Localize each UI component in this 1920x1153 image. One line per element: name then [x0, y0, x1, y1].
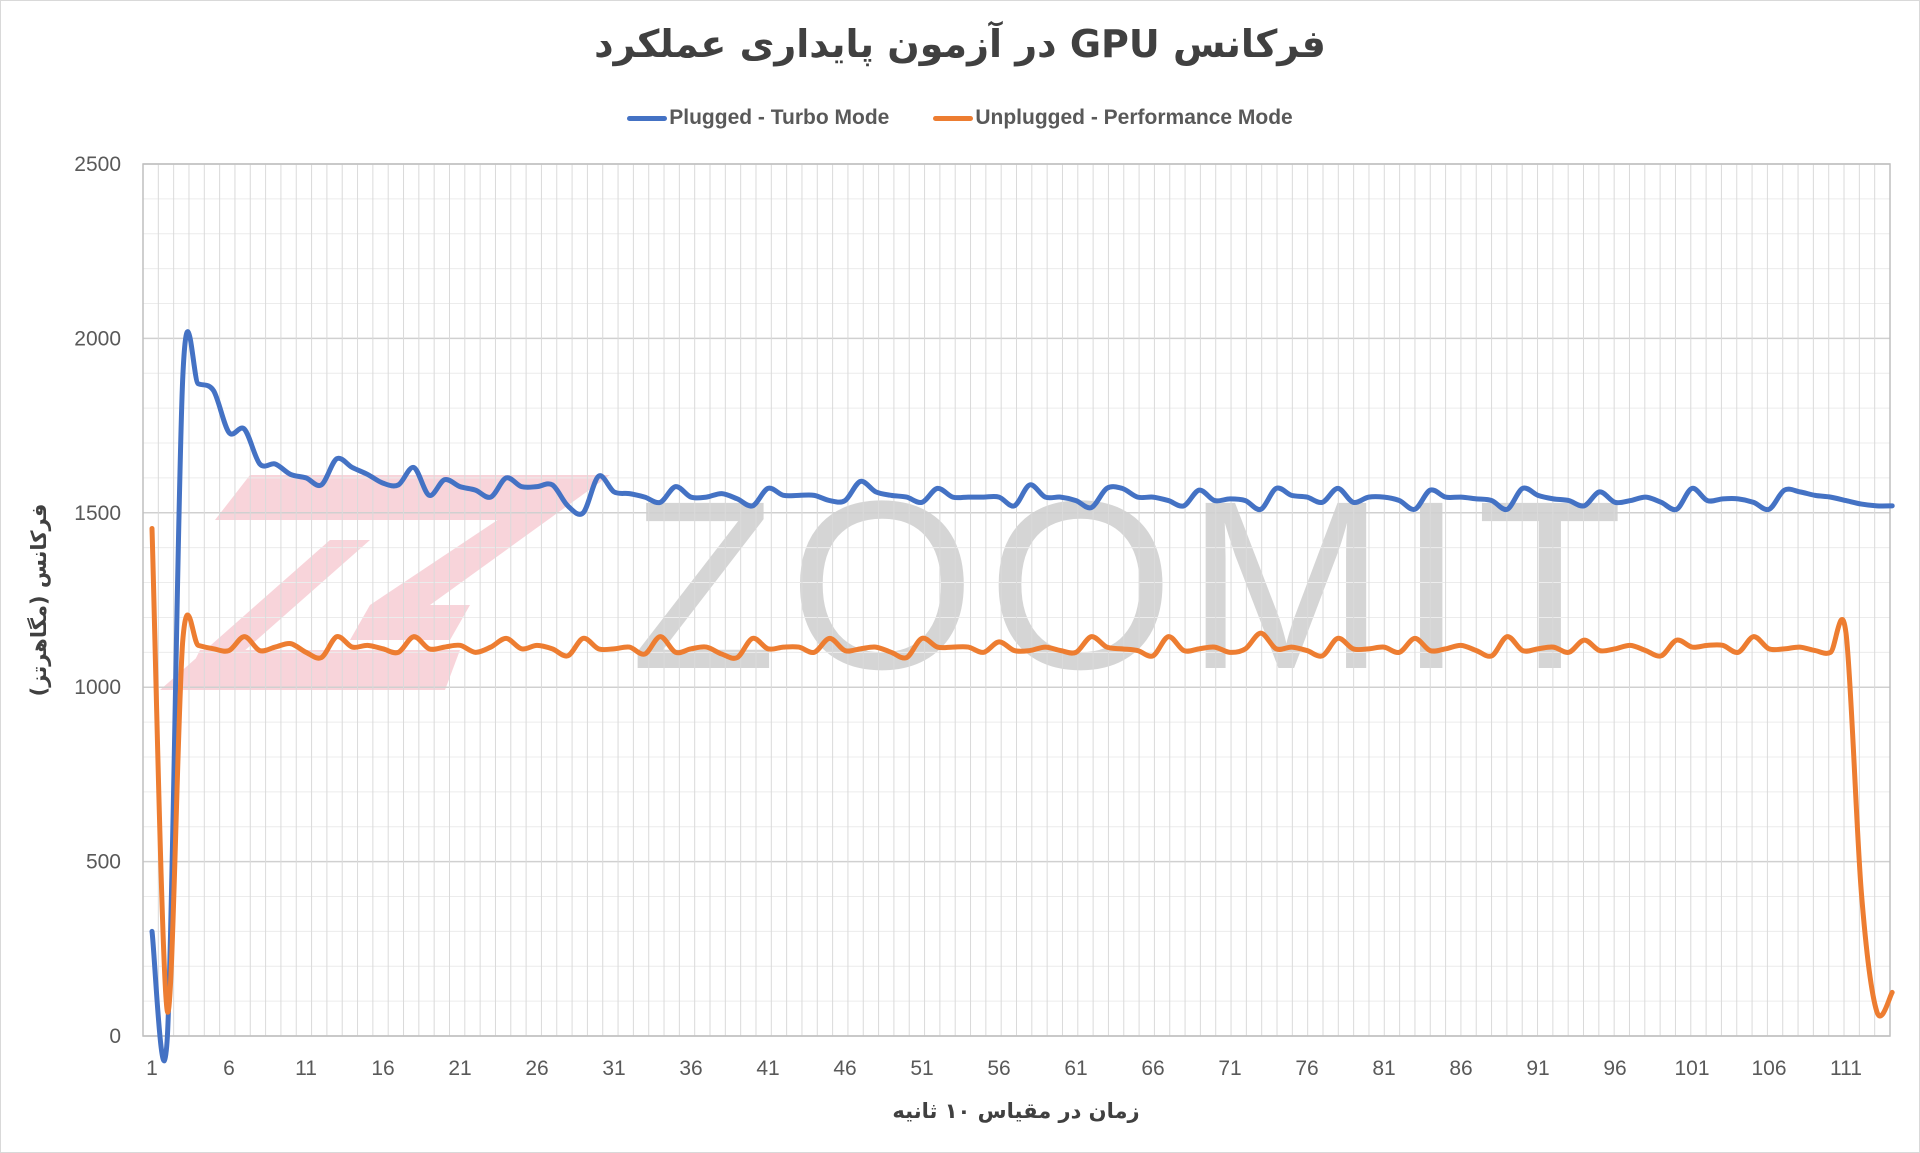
- svg-text:46: 46: [833, 1057, 856, 1080]
- svg-text:16: 16: [371, 1057, 394, 1080]
- legend-swatch-orange-icon: [933, 115, 974, 121]
- svg-text:106: 106: [1751, 1057, 1786, 1080]
- x-axis-title: زمان در مقیاس ۱۰ ثانیه: [892, 1099, 1139, 1123]
- svg-text:1000: 1000: [74, 676, 121, 699]
- svg-text:2500: 2500: [74, 153, 121, 176]
- svg-text:31: 31: [602, 1057, 625, 1080]
- svg-text:101: 101: [1674, 1057, 1709, 1080]
- svg-text:21: 21: [448, 1057, 471, 1080]
- svg-text:86: 86: [1449, 1057, 1472, 1080]
- svg-text:26: 26: [525, 1057, 548, 1080]
- svg-text:11: 11: [295, 1057, 317, 1080]
- legend-label-unplugged: Unplugged - Performance Mode: [975, 106, 1293, 129]
- svg-text:36: 36: [679, 1057, 702, 1080]
- svg-text:1500: 1500: [74, 502, 121, 525]
- svg-text:81: 81: [1372, 1057, 1395, 1080]
- legend-label-plugged: Plugged - Turbo Mode: [669, 106, 890, 129]
- svg-text:41: 41: [756, 1057, 779, 1080]
- legend: Plugged - Turbo Mode Unplugged - Perform…: [0, 106, 1920, 130]
- svg-text:66: 66: [1141, 1057, 1164, 1080]
- legend-swatch-blue-icon: [627, 115, 668, 121]
- y-axis-ticks: 0 500 1000 1500 2000 2500: [74, 153, 121, 1048]
- gridlines: [142, 163, 1891, 1037]
- svg-text:ZOOMIT: ZOOMIT: [630, 451, 1635, 719]
- svg-text:76: 76: [1295, 1057, 1318, 1080]
- x-axis-ticks: 1 6 11 16 21 26 31 36 41 46 51 56 61 66 71 76 81 86 91 96 10…: [146, 1057, 1862, 1080]
- series-lines: [149, 329, 1895, 1064]
- svg-text:61: 61: [1064, 1057, 1087, 1080]
- svg-text:51: 51: [910, 1057, 933, 1080]
- legend-item-unplugged[interactable]: Unplugged - Performance Mode: [933, 106, 1293, 130]
- svg-text:500: 500: [86, 851, 121, 874]
- svg-text:1: 1: [146, 1057, 158, 1080]
- svg-text:0: 0: [109, 1025, 121, 1048]
- legend-item-plugged[interactable]: Plugged - Turbo Mode: [627, 106, 889, 130]
- svg-text:56: 56: [987, 1057, 1010, 1080]
- chart-title: فرکانس GPU در آزمون پایداری عملکرد: [594, 22, 1326, 66]
- svg-text:2000: 2000: [74, 327, 121, 350]
- svg-text:111: 111: [1830, 1057, 1862, 1080]
- y-axis-title: فرکانس (مگاهرتز): [26, 504, 51, 697]
- svg-text:6: 6: [223, 1057, 235, 1080]
- svg-text:91: 91: [1526, 1057, 1549, 1080]
- svg-text:96: 96: [1603, 1057, 1626, 1080]
- zoomit-watermark: ZOOMIT: [160, 451, 1635, 719]
- svg-text:71: 71: [1218, 1057, 1241, 1080]
